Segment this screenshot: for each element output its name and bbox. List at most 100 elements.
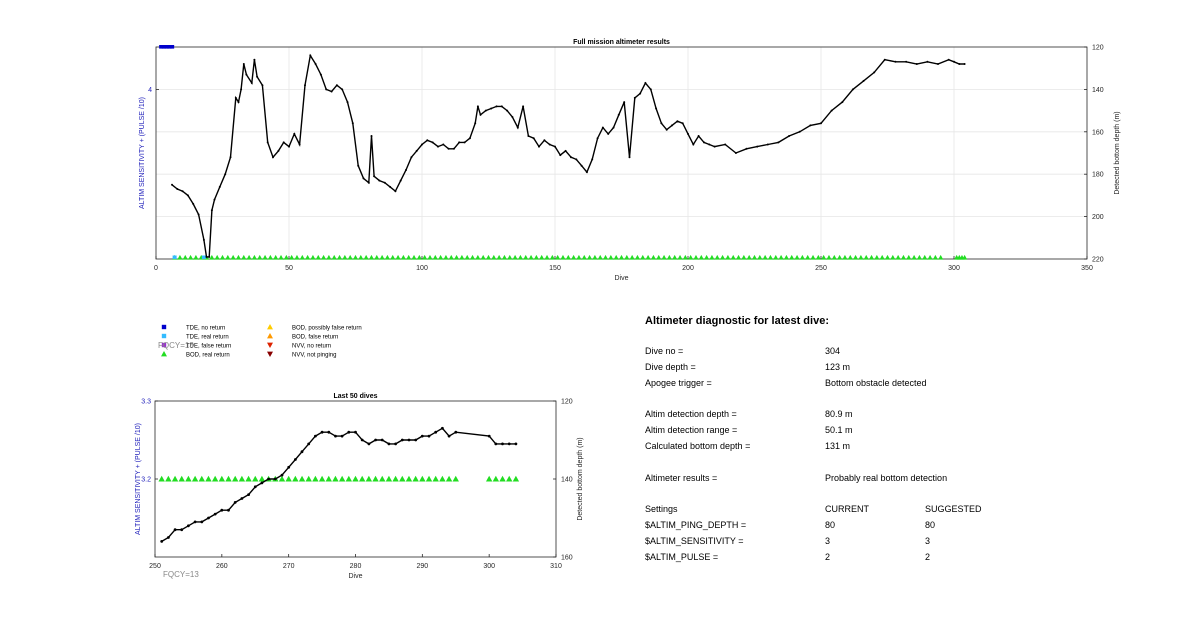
data-point [200, 520, 204, 524]
data-point [506, 109, 509, 112]
right-y-tick-label: 120 [1092, 45, 1104, 52]
bod-real-return-marker [906, 254, 912, 260]
bod-real-return-marker [560, 254, 566, 260]
bod-real-return-marker [666, 254, 672, 260]
bod-real-return-marker [916, 254, 923, 260]
data-point [820, 122, 822, 125]
data-point [173, 528, 177, 532]
bod-real-return-marker [805, 254, 811, 260]
legend-overlay-text: FQCY=13 [158, 341, 194, 350]
bod-real-return-marker [305, 475, 312, 482]
data-point [458, 141, 461, 144]
x-tick-label: 280 [350, 563, 362, 570]
right-y-tick-label: 140 [561, 477, 573, 484]
bod-real-return-marker [735, 254, 742, 260]
x-tick-label: 200 [682, 265, 694, 272]
data-point [362, 177, 365, 180]
bod-real-return-marker [656, 254, 662, 260]
bod-real-return-marker [218, 475, 226, 482]
bod-real-return-marker [273, 254, 279, 260]
bod-real-return-marker [262, 254, 268, 260]
data-point [644, 82, 647, 84]
data-point [180, 528, 184, 532]
bod-real-return-marker [837, 254, 843, 260]
bod-real-return-marker [177, 254, 183, 260]
data-point [187, 524, 190, 528]
x-tick-label: 300 [948, 265, 960, 272]
bod-real-return-marker [178, 475, 185, 482]
data-point [367, 181, 370, 184]
x-tick-label: 0 [154, 265, 158, 272]
bod-real-return-marker [890, 254, 896, 260]
data-point [516, 126, 519, 129]
bod-real-return-marker [789, 254, 795, 260]
data-point [229, 156, 232, 159]
data-point [357, 164, 360, 167]
series-line [161, 427, 516, 543]
data-point [240, 88, 243, 91]
bod-real-return-marker [338, 475, 346, 482]
data-point [766, 143, 769, 146]
bod-real-return-marker [533, 254, 539, 260]
legend-marker [267, 351, 273, 357]
bod-real-return-marker [499, 475, 506, 482]
diagnostic-value: 123 m [825, 362, 851, 372]
bod-real-return-marker [187, 254, 194, 260]
diagnostic-label: Apogee trigger = [645, 378, 712, 388]
data-point [476, 105, 479, 108]
chart-legend: TDE, no return TDE, real return TDE, false… [158, 324, 362, 358]
bod-real-return-marker [863, 254, 869, 260]
data-point [527, 135, 530, 137]
data-point [280, 473, 284, 477]
bod-real-return-marker [517, 254, 524, 260]
data-point [250, 82, 253, 84]
data-point [830, 109, 833, 112]
left-y-tick-label: 4 [148, 87, 152, 94]
data-point [937, 63, 939, 65]
bod-real-return-marker [419, 475, 426, 482]
legend-marker [161, 342, 167, 348]
diagnostic-title: Altimeter diagnostic for latest dive: [645, 315, 829, 327]
data-point [414, 438, 418, 442]
bod-real-return-marker [416, 254, 422, 260]
legend-marker [267, 324, 273, 330]
legend-label: BOD, false return [292, 334, 338, 340]
bod-real-return-marker [592, 254, 598, 260]
data-point [347, 430, 351, 434]
legend-label: BOD, real return [186, 352, 230, 358]
data-point [639, 92, 642, 95]
data-point [314, 63, 317, 65]
bod-real-return-marker [365, 475, 373, 482]
data-point [415, 149, 418, 152]
data-point [543, 139, 546, 142]
data-point [309, 54, 312, 57]
settings-header: SUGGESTED [925, 504, 982, 514]
diagnostic-value: 50.1 m [825, 425, 853, 435]
data-point [260, 481, 264, 485]
tde-no-return-marker [167, 45, 172, 49]
data-point [554, 145, 556, 148]
left-y-axis-label: ALTIM SENSITIVITY + (PULSE /10) [135, 423, 142, 535]
data-point [607, 132, 610, 135]
data-point [745, 147, 748, 150]
bod-real-return-marker [230, 254, 236, 260]
diagnostic-label: Altim detection range = [645, 425, 738, 435]
right-y-tick-label: 140 [1092, 87, 1104, 94]
bod-real-return-marker [507, 254, 513, 260]
data-point [427, 434, 431, 438]
data-point [167, 536, 170, 539]
data-point [319, 73, 322, 76]
bod-real-return-marker [624, 254, 630, 260]
data-point [277, 149, 280, 152]
bod-real-return-marker [235, 254, 242, 260]
data-point [873, 71, 876, 74]
bod-real-return-marker [252, 475, 259, 482]
last-50-dives-chart: 250 260 270 280 290 300 310 120 140 160 3.2 3.3 Last… [135, 393, 584, 580]
data-point [373, 175, 376, 178]
bod-real-return-marker [257, 254, 263, 260]
diagnostic-value: 131 m [825, 441, 851, 451]
bod-real-return-marker [320, 254, 327, 260]
chart-title: Full mission altimeter results [573, 39, 670, 46]
x-tick-label: 310 [550, 563, 562, 570]
